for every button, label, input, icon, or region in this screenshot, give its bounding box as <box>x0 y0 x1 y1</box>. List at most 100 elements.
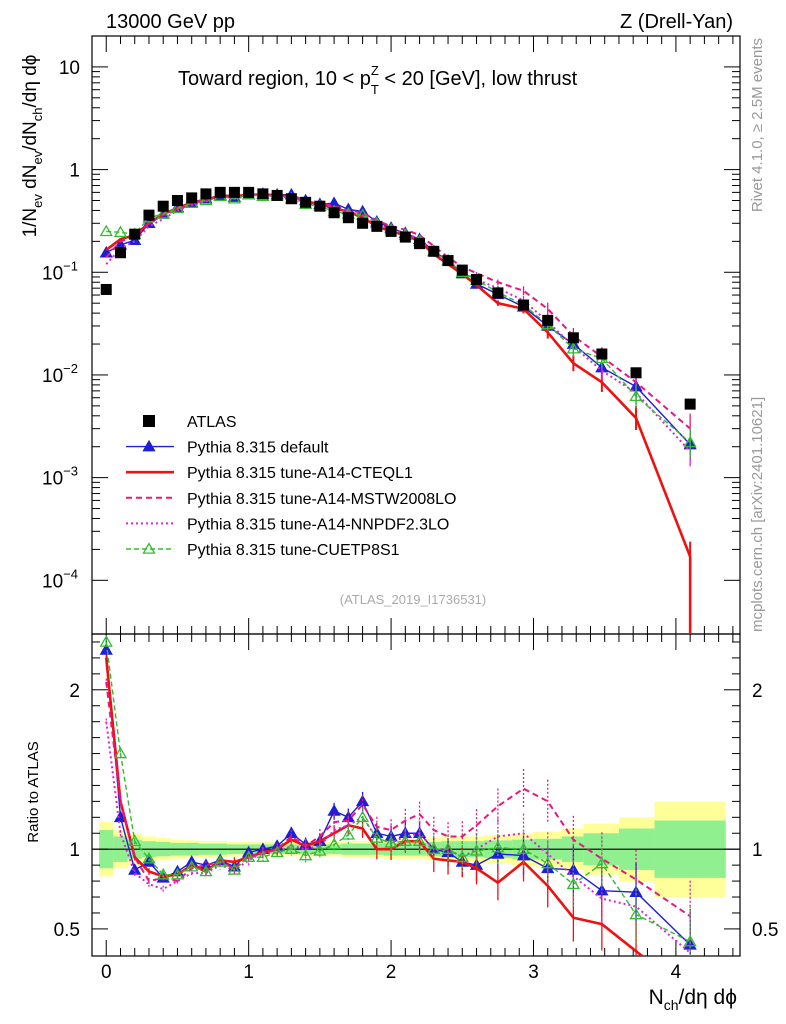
ratio-point-cuetp <box>629 907 643 920</box>
ratio-point-default <box>99 643 113 655</box>
label-subscript: ch <box>664 997 679 1013</box>
label-text: dN <box>20 165 41 195</box>
x-tick-label: 2 <box>386 962 397 983</box>
plot-title-main: Toward region, 10 < p <box>178 68 371 90</box>
tick-base: 10 <box>42 469 63 490</box>
label-text: /dη dϕ <box>20 55 41 108</box>
point-atlas <box>414 238 426 250</box>
point-atlas <box>596 348 608 360</box>
point-cuetp <box>113 225 128 238</box>
ratio-point-cuetp <box>170 867 185 880</box>
ratio-point-cuetp <box>213 855 227 867</box>
ratio-y-tick-label-right: 1 <box>752 840 763 861</box>
point-atlas <box>357 217 369 229</box>
point-atlas <box>243 186 255 198</box>
ratio-point-cuetp <box>99 635 113 647</box>
point-atlas <box>371 220 383 232</box>
tick-exponent: −2 <box>63 361 78 376</box>
ratio-point-cuetp <box>355 810 370 823</box>
plot-title-sup: Z <box>371 63 379 78</box>
label-subscript: ev <box>30 194 45 208</box>
rivet-label: Rivet 4.1.0, ≥ 2.5M events <box>749 38 766 212</box>
point-atlas <box>492 287 504 299</box>
series-line-cuetp <box>106 193 691 444</box>
ratio-point-cuetp <box>142 851 156 864</box>
ratio-point-cuetp <box>199 864 213 877</box>
point-atlas <box>399 231 411 243</box>
point-atlas <box>186 192 198 204</box>
x-tick-label: 3 <box>528 962 539 983</box>
ratio-point-cuetp <box>270 845 284 858</box>
point-cuetp <box>227 191 242 204</box>
ratio-point-cuetp <box>595 856 609 869</box>
plot-title-sub: T <box>371 82 379 97</box>
ratio-point-default <box>128 863 142 875</box>
main-y-tick-label: 10 <box>59 58 80 79</box>
point-atlas <box>314 200 326 212</box>
legend-label-mstw: Pythia 8.315 tune-A14-MSTW2008LO <box>187 491 456 508</box>
ratio-point-cuetp <box>491 840 505 853</box>
legend-label-cteql1: Pythia 8.315 tune-A14-CTEQL1 <box>187 465 413 482</box>
point-atlas <box>684 398 696 410</box>
ratio-line-cuetp <box>105 641 691 943</box>
ratio-y-tick-label-right: 2 <box>752 681 763 702</box>
ratio-point-cuetp <box>242 850 256 862</box>
point-atlas <box>456 264 468 276</box>
ratio-point-cuetp <box>427 842 441 854</box>
ratio-point-cuetp <box>541 856 555 869</box>
legend-item-cteql1: Pythia 8.315 tune-A14-CTEQL1 <box>126 465 413 482</box>
point-atlas <box>143 209 155 221</box>
ratio-point-cuetp <box>384 836 398 848</box>
legend-label-nnpdf: Pythia 8.315 tune-A14-NNPDF2.3LO <box>187 516 449 533</box>
point-cuetp <box>99 224 113 237</box>
legend: ATLAS Pythia 8.315 default Pythia 8.315 tu… <box>126 414 456 559</box>
label-text: /dN <box>20 121 41 151</box>
point-atlas <box>567 332 579 344</box>
point-atlas <box>200 188 212 200</box>
point-atlas <box>171 194 183 206</box>
tick-exponent: −1 <box>63 258 78 273</box>
ratio-point-cuetp <box>284 842 299 854</box>
ratio-point-cuetp <box>412 834 427 847</box>
ratio-point-cuetp <box>455 850 469 862</box>
main-y-tick-label: 10−4 <box>42 566 78 592</box>
point-atlas <box>157 200 169 212</box>
ratio-uncertainty-bands <box>92 801 740 898</box>
point-cuetp <box>170 201 185 214</box>
mcplots-label: mcplots.cern.ch [arXiv:2401.10621] <box>749 397 766 632</box>
point-atlas <box>328 207 340 219</box>
ratio-plot-frame <box>91 633 741 957</box>
tick-base: 10 <box>42 366 63 387</box>
point-atlas <box>228 186 240 198</box>
tick-exponent: −4 <box>63 566 78 581</box>
legend-marker-cuetp <box>142 542 156 554</box>
ratio-point-cuetp <box>441 842 455 854</box>
tick-base: 10 <box>59 58 80 79</box>
point-atlas <box>257 188 269 200</box>
ratio-point-cuetp <box>156 867 170 880</box>
ratio-line-default <box>105 649 691 946</box>
point-atlas <box>428 245 440 257</box>
main-y-tick-label: 10−2 <box>42 361 78 387</box>
label-text: N <box>649 986 664 1009</box>
ratio-y-axis-label: Ratio to ATLAS <box>25 741 42 842</box>
legend-item-default: Pythia 8.315 default <box>126 440 329 457</box>
point-atlas <box>285 193 297 205</box>
ratio-y-tick-label: 0.5 <box>54 920 80 941</box>
ratio-point-default <box>327 804 341 816</box>
header-left: 13000 GeV pp <box>106 11 235 33</box>
ratio-point-cuetp <box>185 859 199 872</box>
point-atlas <box>471 274 483 286</box>
point-cuetp <box>199 193 213 206</box>
ratio-point-cuetp <box>398 834 412 847</box>
series-line-mstw <box>105 193 691 430</box>
legend-item-cuetp: Pythia 8.315 tune-CUETP8S1 <box>126 542 400 559</box>
point-atlas <box>129 228 141 240</box>
tick-base: 10 <box>42 571 63 592</box>
header-right: Z (Drell-Yan) <box>620 11 733 33</box>
ratio-point-cuetp <box>113 746 128 759</box>
ratio-point-cuetp <box>313 843 327 856</box>
ratio-point-cuetp <box>370 831 384 843</box>
